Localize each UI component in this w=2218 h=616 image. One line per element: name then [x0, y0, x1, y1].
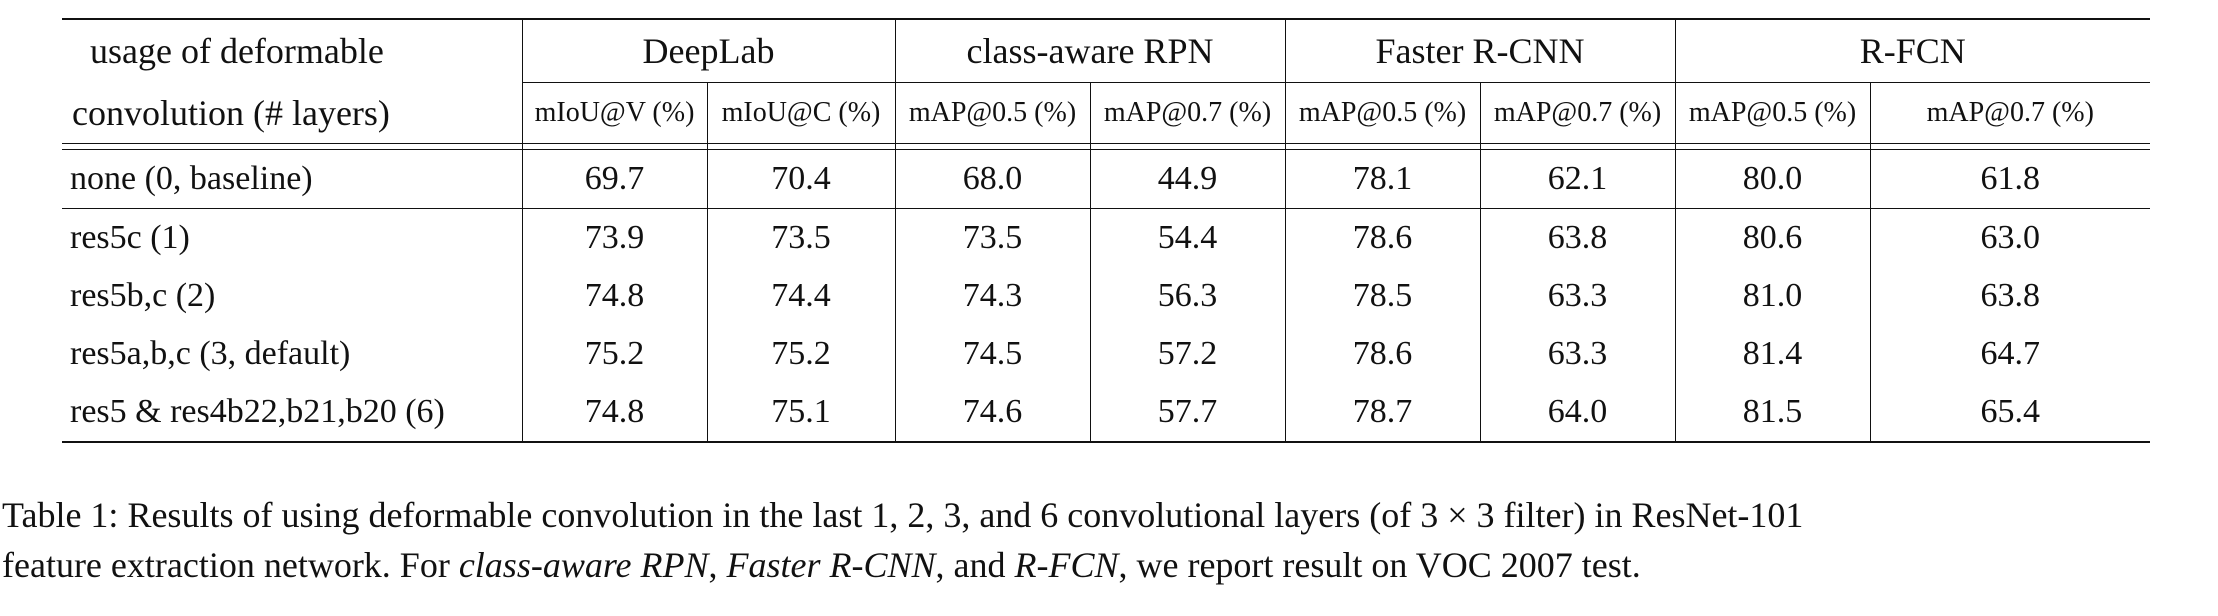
- caption-text: , we report result on VOC 2007 test.: [1118, 545, 1641, 585]
- table-cell: 78.6: [1284, 208, 1481, 267]
- table-cell: 75.1: [706, 383, 895, 443]
- table-cell: 78.6: [1284, 325, 1481, 383]
- group-header-class-aware-rpn: class-aware RPN: [894, 18, 1286, 83]
- table-cell: 78.5: [1284, 267, 1481, 325]
- table-cell: 81.0: [1674, 267, 1871, 325]
- table-cell: 56.3: [1089, 267, 1286, 325]
- table-cell: 57.2: [1089, 325, 1286, 383]
- group-header-deeplab: DeepLab: [521, 18, 895, 83]
- column-header: mAP@0.7 (%): [1089, 82, 1286, 144]
- table-cell: 64.7: [1869, 325, 2151, 383]
- table-cell: 63.3: [1479, 325, 1676, 383]
- corner-label-line2: convolution (# layers): [72, 92, 390, 133]
- table-cell: 81.4: [1674, 325, 1871, 383]
- table-cell-best: 81.5: [1674, 383, 1871, 443]
- table-cell: 73.5: [894, 208, 1090, 267]
- table-row: none (0, baseline) 69.7 70.4 68.0 44.9 7…: [62, 149, 2151, 209]
- results-table-container: usage of deformable DeepLab class-aware …: [62, 18, 2151, 443]
- group-header-faster-rcnn: Faster R-CNN: [1284, 18, 1676, 83]
- column-header: mAP@0.5 (%): [1674, 82, 1871, 144]
- table-cell-best: 64.0: [1479, 383, 1676, 443]
- table-cell-best: 78.7: [1284, 383, 1481, 443]
- table-cell: 63.8: [1869, 267, 2151, 325]
- column-header: mIoU@C (%): [706, 82, 895, 144]
- table-cell-best: 65.4: [1869, 383, 2151, 443]
- caption-text: feature extraction network. For: [2, 545, 459, 585]
- table-row: res5 & res4b22,b21,b20 (6) 74.8 75.1 74.…: [62, 383, 2151, 443]
- column-header: mAP@0.5 (%): [1284, 82, 1481, 144]
- table-cell: 73.5: [706, 208, 895, 267]
- table-cell: 63.3: [1479, 267, 1676, 325]
- table-row: res5a,b,c (3, default) 75.2 75.2 74.5 57…: [62, 325, 2151, 383]
- table-row: res5b,c (2) 74.8 74.4 74.3 56.3 78.5 63.…: [62, 267, 2151, 325]
- table-cell: 54.4: [1089, 208, 1286, 267]
- corner-label-line1: usage of deformable: [62, 18, 522, 83]
- row-label: res5 & res4b22,b21,b20 (6): [62, 383, 522, 443]
- caption-text: ,: [708, 545, 727, 585]
- table-cell-best: 57.7: [1089, 383, 1286, 443]
- table-cell: 62.1: [1479, 149, 1676, 209]
- table-cell: 63.8: [1479, 208, 1676, 267]
- row-label: res5a,b,c (3, default): [70, 335, 351, 372]
- caption-emphasis: Faster R-CNN: [726, 545, 936, 585]
- caption-emphasis: R-FCN: [1014, 545, 1119, 585]
- table-cell: 74.5: [894, 325, 1090, 383]
- table-row: res5c (1) 73.9 73.5 73.5 54.4 78.6 63.8 …: [62, 208, 2151, 267]
- header-row-metrics: convolution (# layers) mIoU@V (%) mIoU@C…: [62, 82, 2151, 144]
- caption-line1: Table 1: Results of using deformable con…: [2, 495, 1804, 535]
- table-caption: Table 1: Results of using deformable con…: [2, 490, 2214, 590]
- column-header: mAP@0.7 (%): [1869, 82, 2151, 144]
- table-cell: 74.4: [706, 267, 895, 325]
- table-cell: 44.9: [1089, 149, 1286, 209]
- table-cell-best: 75.2: [706, 325, 895, 383]
- table-cell: 70.4: [706, 149, 895, 209]
- row-label: res5c (1): [70, 219, 190, 256]
- column-header: mIoU@V (%): [521, 82, 707, 144]
- group-header-rfcn: R-FCN: [1674, 18, 2151, 83]
- header-row-groups: usage of deformable DeepLab class-aware …: [62, 18, 2151, 83]
- table-cell-best: 74.6: [894, 383, 1090, 443]
- results-table: usage of deformable DeepLab class-aware …: [62, 18, 2151, 443]
- table-cell: 61.8: [1869, 149, 2151, 209]
- table-cell-best: 75.2: [521, 325, 707, 383]
- table-cell: 80.6: [1674, 208, 1871, 267]
- column-header: mAP@0.5 (%): [894, 82, 1090, 144]
- table-cell: 80.0: [1674, 149, 1871, 209]
- table-cell: 78.1: [1284, 149, 1481, 209]
- row-label: none (0, baseline): [62, 149, 522, 209]
- caption-text: , and: [935, 545, 1015, 585]
- table-cell: 74.8: [521, 267, 707, 325]
- column-header: mAP@0.7 (%): [1479, 82, 1676, 144]
- header-double-rule: [62, 143, 2151, 150]
- row-label: res5b,c (2): [70, 277, 216, 314]
- table-cell: 74.8: [521, 383, 707, 443]
- table-cell: 68.0: [894, 149, 1090, 209]
- table-cell: 69.7: [521, 149, 707, 209]
- table-cell: 73.9: [521, 208, 707, 267]
- table-cell: 63.0: [1869, 208, 2151, 267]
- caption-emphasis: class-aware RPN: [458, 545, 709, 585]
- table-cell: 74.3: [894, 267, 1090, 325]
